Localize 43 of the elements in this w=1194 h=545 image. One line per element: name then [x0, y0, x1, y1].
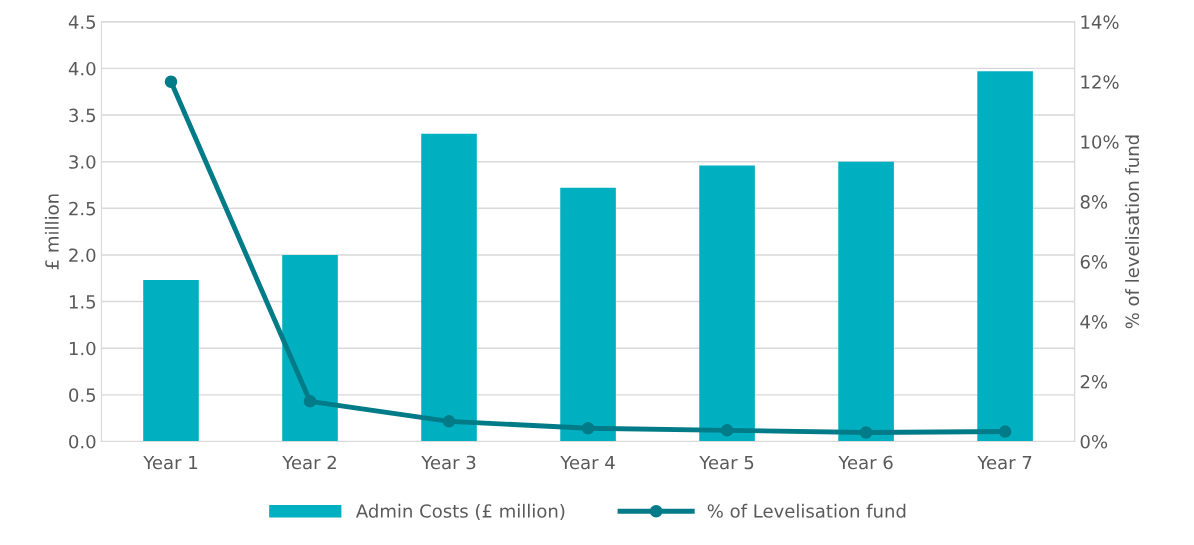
y-tick-label: 4.0 [68, 61, 96, 76]
y2-tick-label: 12% [1081, 75, 1119, 89]
y-tick-label: 2.5 [69, 201, 96, 216]
point [581, 422, 595, 435]
y-tick-label: 2.0 [69, 248, 96, 263]
y2-axis-title: % of levelisation fund [1125, 135, 1140, 329]
y-tick-label: 0.5 [69, 388, 96, 402]
bar [560, 187, 616, 442]
y-tick-label: 0.0 [69, 434, 96, 449]
y2-tick-label: 2% [1080, 374, 1108, 389]
point [164, 75, 178, 89]
point [720, 424, 734, 437]
x-tick-label: Year 1 [143, 455, 198, 470]
y-axis-title: £ million [44, 194, 59, 270]
x-tick-label: Year 4 [560, 455, 615, 470]
x-tick-label: Year 2 [282, 455, 336, 470]
y-tick-label: 3.0 [69, 155, 96, 169]
y2-tick-label: 4% [1080, 315, 1108, 329]
bar [282, 254, 338, 442]
x-tick-label: Year 7 [977, 455, 1032, 470]
y-tick-label: 3.5 [69, 108, 96, 123]
point [998, 425, 1012, 438]
x-tick-label: Year 3 [421, 455, 476, 470]
bar [699, 165, 755, 442]
bar [421, 133, 477, 442]
bar [143, 280, 199, 442]
legend-label: % of Levelisation fund [707, 503, 906, 518]
y2-tick-label: 10% [1081, 135, 1119, 149]
legend-label: Admin Costs (£ million) [355, 503, 565, 520]
point [442, 415, 456, 428]
x-tick-label: Year 6 [838, 455, 893, 470]
bar [838, 161, 894, 442]
y2-tick-label: 14% [1081, 15, 1119, 29]
y-tick-label: 1.0 [69, 341, 96, 356]
y-tick-label: 4.5 [68, 15, 96, 29]
point [859, 426, 873, 439]
y2-tick-label: 6% [1080, 255, 1108, 269]
bar [977, 71, 1033, 442]
y2-tick-label: 8% [1080, 195, 1108, 209]
y-tick-label: 1.5 [69, 295, 96, 309]
y2-tick-label: 0% [1080, 434, 1108, 449]
point [303, 395, 317, 408]
x-tick-label: Year 5 [699, 455, 754, 470]
